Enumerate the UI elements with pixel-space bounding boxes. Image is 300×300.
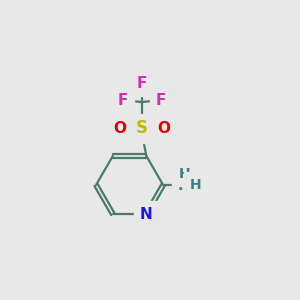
Text: O: O: [114, 121, 127, 136]
Text: O: O: [158, 121, 170, 136]
Text: H: H: [189, 178, 201, 192]
Text: S: S: [136, 119, 148, 137]
Text: F: F: [156, 93, 166, 108]
Text: N: N: [178, 178, 190, 193]
Text: H: H: [178, 167, 190, 181]
Text: N: N: [140, 206, 153, 221]
Text: F: F: [137, 76, 147, 91]
Text: F: F: [118, 93, 128, 108]
